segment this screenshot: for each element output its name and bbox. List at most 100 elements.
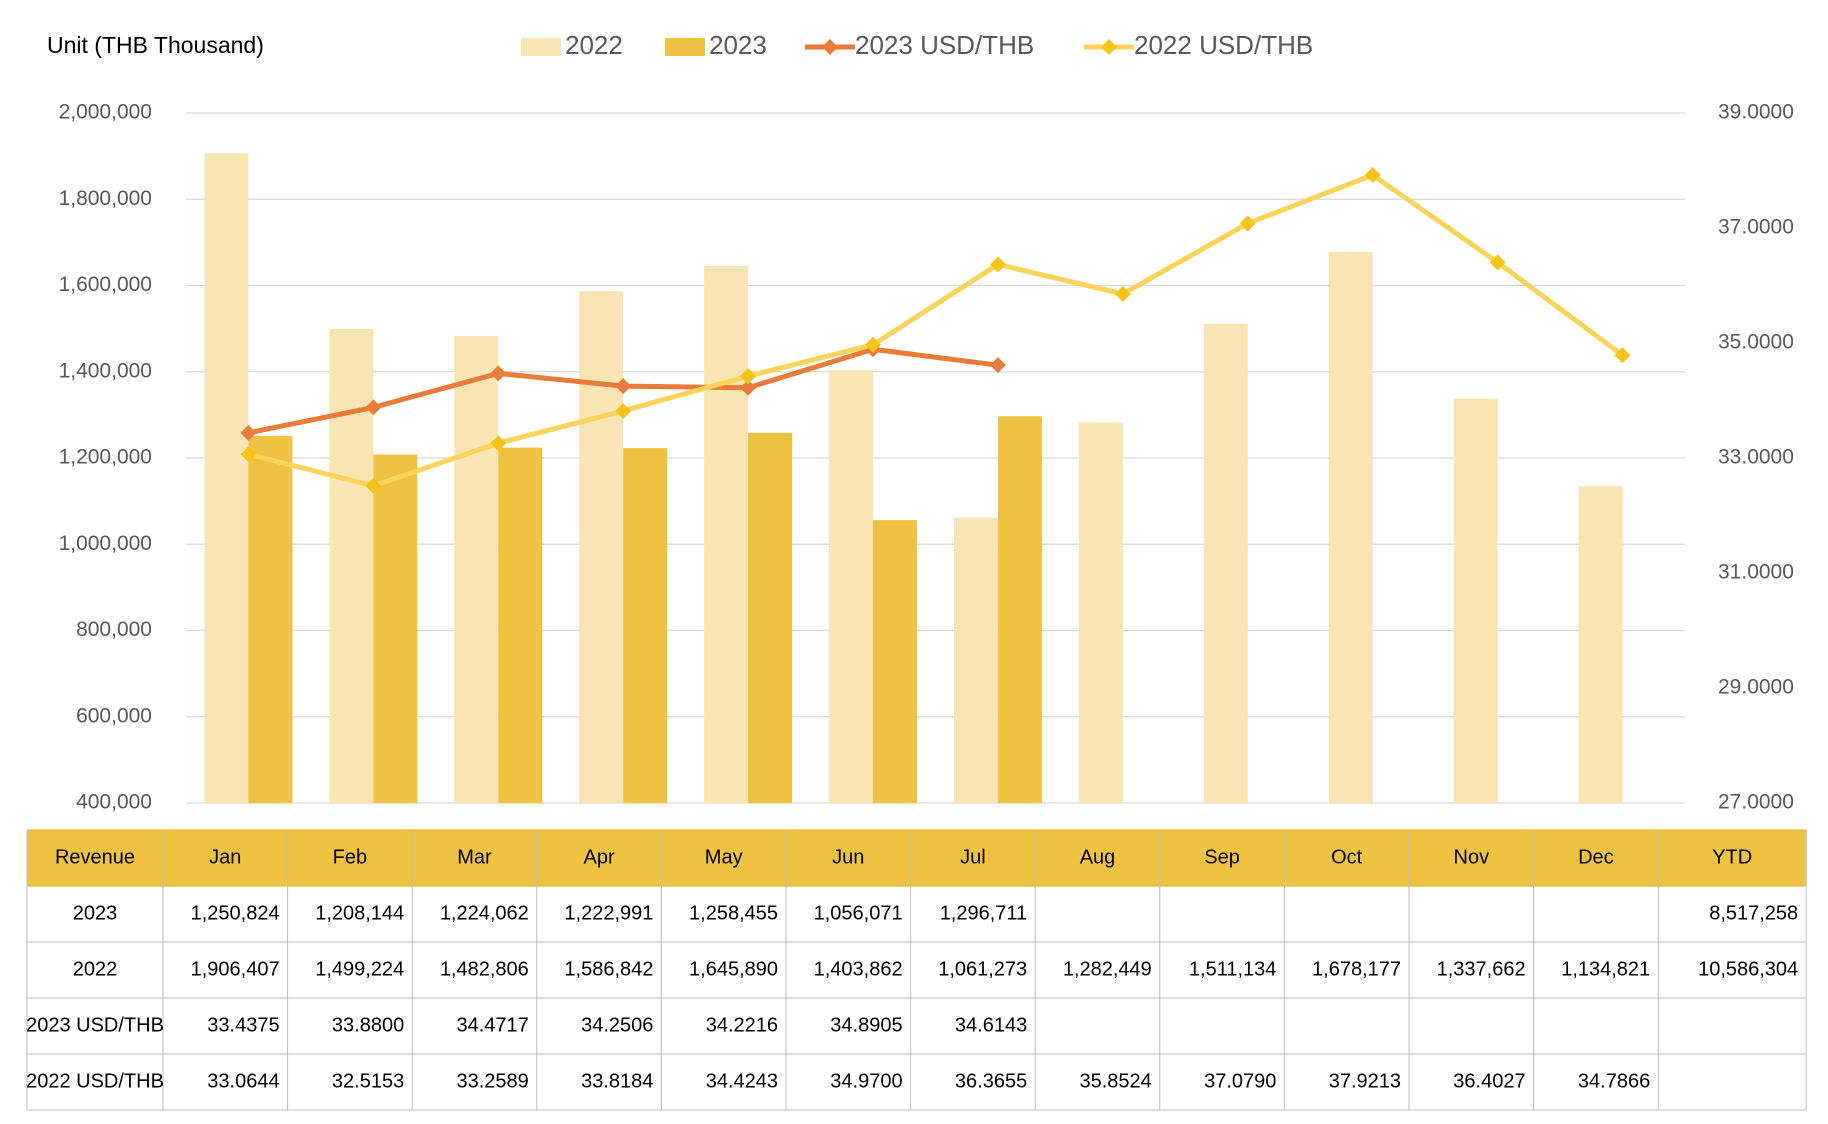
table-row-label: 2023 xyxy=(73,902,118,924)
y2-tick-label: 39.0000 xyxy=(1718,101,1794,124)
marker xyxy=(240,446,257,463)
table-header: Revenue xyxy=(55,846,135,868)
table-cell: 1,906,407 xyxy=(191,958,280,980)
marker xyxy=(989,256,1006,273)
bar xyxy=(953,517,998,803)
table-cell: 1,224,062 xyxy=(440,902,529,924)
legend-label: 2022 USD/THB xyxy=(1134,30,1313,60)
table-cell: 1,482,806 xyxy=(440,958,529,980)
legend-swatch xyxy=(665,38,705,56)
legend-label: 2023 xyxy=(709,30,767,60)
bar xyxy=(1578,486,1623,803)
y-tick-label: 600,000 xyxy=(76,704,152,727)
table-header: Sep xyxy=(1204,846,1240,868)
marker xyxy=(615,378,632,395)
y-tick-label: 400,000 xyxy=(76,791,152,814)
y2-tick-label: 33.0000 xyxy=(1718,446,1794,469)
bar xyxy=(1078,422,1123,803)
legend-swatch xyxy=(521,38,561,56)
bar xyxy=(1328,251,1373,804)
y-tick-label: 2,000,000 xyxy=(59,101,152,124)
y-tick-label: 1,400,000 xyxy=(59,359,152,382)
legend-marker xyxy=(1101,39,1117,55)
legend-label: 2023 USD/THB xyxy=(855,30,1034,60)
table-header: Jul xyxy=(960,846,986,868)
bar xyxy=(204,153,249,803)
table-cell: 1,258,455 xyxy=(689,902,778,924)
table-total: 8,517,258 xyxy=(1709,902,1798,924)
table-cell: 34.4717 xyxy=(457,1014,529,1036)
bar xyxy=(997,416,1042,803)
marker xyxy=(989,357,1006,374)
marker xyxy=(740,368,757,385)
bar xyxy=(873,520,918,803)
bar xyxy=(454,336,499,803)
chart-title: Unit (THB Thousand) xyxy=(47,32,264,58)
marker xyxy=(240,424,257,441)
table-header: Mar xyxy=(457,846,492,868)
table-row-label: 2022 xyxy=(73,958,118,980)
table-cell: 1,499,224 xyxy=(315,958,404,980)
legend-marker xyxy=(822,39,838,55)
table-cell: 33.8184 xyxy=(581,1070,653,1092)
marker xyxy=(1114,285,1131,302)
table-cell: 1,296,711 xyxy=(940,902,1028,924)
table-header: Aug xyxy=(1080,846,1116,868)
marker xyxy=(1614,347,1631,364)
table-cell: 1,678,177 xyxy=(1312,958,1401,980)
table-header: Feb xyxy=(333,846,367,868)
table-header: May xyxy=(705,846,743,868)
table-cell: 33.4375 xyxy=(207,1014,279,1036)
table-cell: 36.4027 xyxy=(1453,1070,1525,1092)
table-cell: 36.3655 xyxy=(955,1070,1027,1092)
table-row-label: 2023 USD/THB xyxy=(26,1014,164,1036)
y-tick-label: 1,800,000 xyxy=(59,187,152,210)
bar xyxy=(1203,323,1248,803)
table-cell: 34.7866 xyxy=(1578,1070,1650,1092)
table-header: Apr xyxy=(584,846,615,868)
table-total: 10,586,304 xyxy=(1698,958,1798,980)
table-cell: 32.5153 xyxy=(332,1070,404,1092)
y2-tick-label: 35.0000 xyxy=(1718,331,1794,354)
marker xyxy=(490,435,507,452)
marker xyxy=(1239,215,1256,232)
table-cell: 34.8905 xyxy=(830,1014,902,1036)
table-cell: 1,250,824 xyxy=(191,902,280,924)
bar xyxy=(373,454,418,803)
marker xyxy=(365,477,382,494)
table-cell: 37.9213 xyxy=(1329,1070,1401,1092)
bar xyxy=(1453,398,1498,803)
table-header: Oct xyxy=(1331,846,1363,868)
line xyxy=(247,172,1625,489)
table-cell: 1,061,273 xyxy=(938,958,1027,980)
table-cell: 34.6143 xyxy=(955,1014,1027,1036)
y2-tick-label: 29.0000 xyxy=(1718,676,1794,699)
table-header: Jan xyxy=(209,846,241,868)
y-tick-label: 1,000,000 xyxy=(59,532,152,555)
marker xyxy=(365,399,382,416)
table-cell: 35.8524 xyxy=(1080,1070,1152,1092)
table-header: Nov xyxy=(1454,846,1490,868)
table-cell: 34.9700 xyxy=(830,1070,902,1092)
table-cell: 33.0644 xyxy=(207,1070,279,1092)
table-cell: 34.4243 xyxy=(706,1070,778,1092)
marker xyxy=(490,365,507,382)
table-cell: 1,586,842 xyxy=(564,958,653,980)
y-tick-label: 800,000 xyxy=(76,618,152,641)
bar xyxy=(623,448,668,803)
bar xyxy=(248,436,293,803)
bar xyxy=(329,328,374,803)
marker xyxy=(1489,254,1506,271)
y2-tick-label: 31.0000 xyxy=(1718,561,1794,584)
marker xyxy=(615,402,632,419)
table-cell: 1,511,134 xyxy=(1189,958,1277,980)
table-cell: 1,645,890 xyxy=(689,958,778,980)
table-cell: 1,403,862 xyxy=(814,958,903,980)
table-cell: 34.2506 xyxy=(581,1014,653,1036)
marker xyxy=(1364,167,1381,184)
table-row-label: 2022 USD/THB xyxy=(26,1070,164,1092)
table-cell: 1,337,662 xyxy=(1437,958,1526,980)
marker xyxy=(740,379,757,396)
table-cell: 34.2216 xyxy=(706,1014,778,1036)
